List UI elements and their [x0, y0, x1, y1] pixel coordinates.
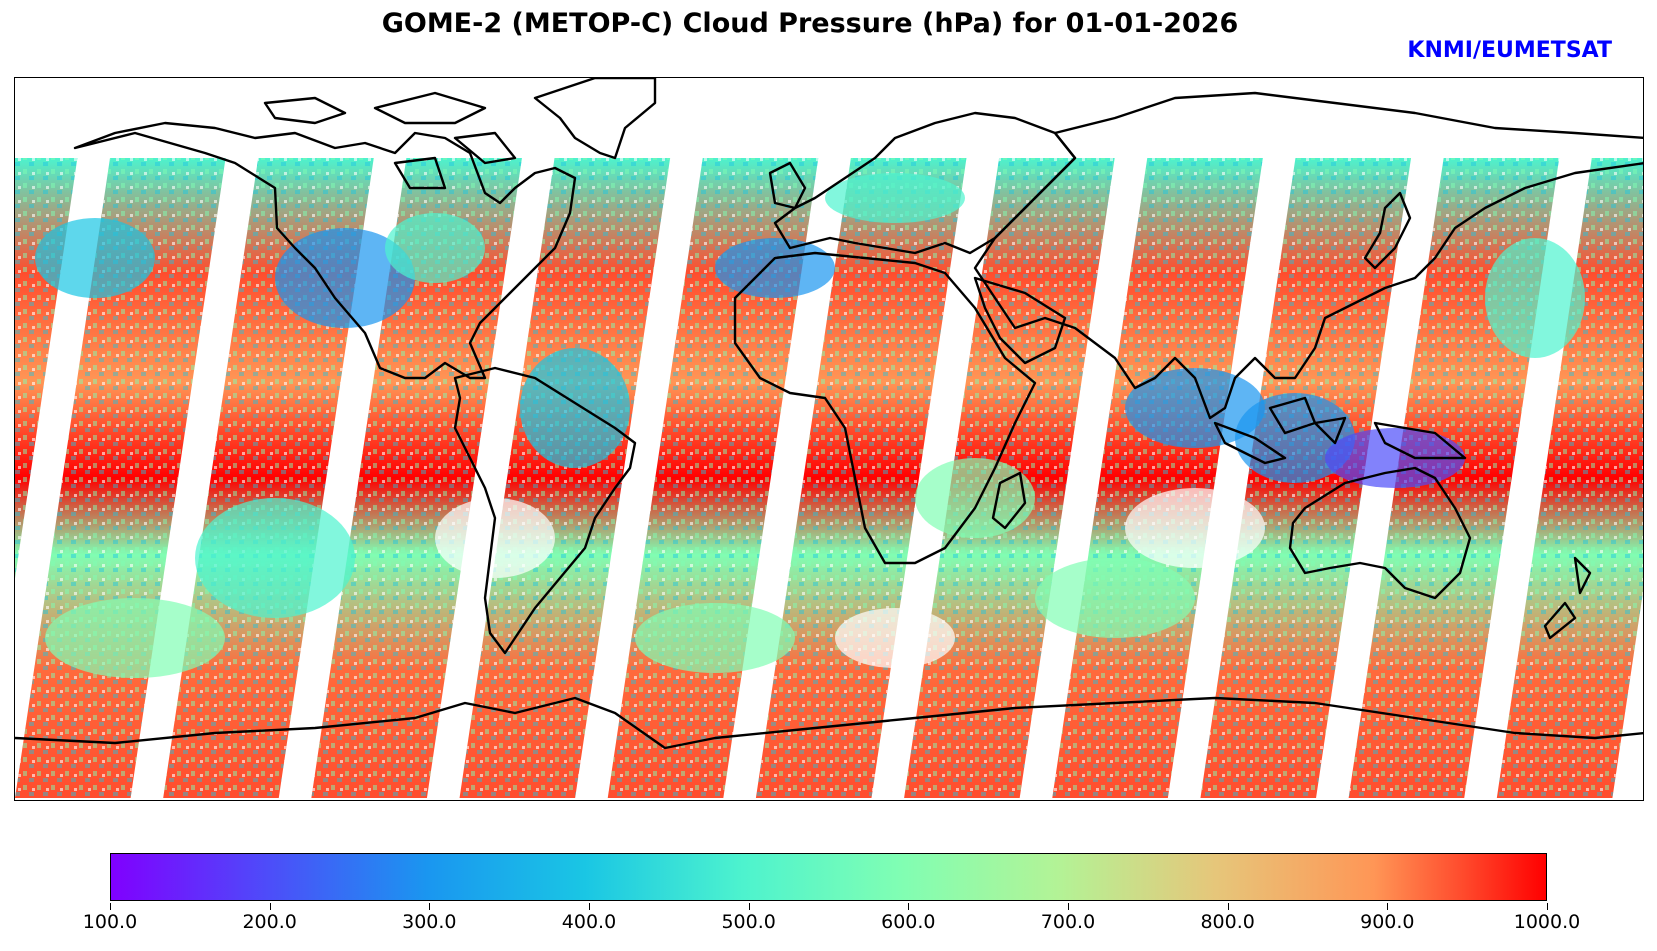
coastline-north-america	[73, 121, 577, 380]
cloud-patch	[825, 173, 965, 223]
colorbar	[110, 853, 1547, 901]
coastline-arabia	[973, 276, 1067, 365]
colorbar-tick	[908, 903, 910, 910]
coastline-africa	[733, 251, 1037, 565]
coastline-greenland	[533, 78, 657, 160]
map-panel[interactable]	[14, 77, 1644, 801]
coastline-antarctica	[15, 696, 1643, 750]
cloud-patch	[35, 218, 155, 298]
colorbar-tick	[1227, 903, 1229, 910]
colorbar-tick-label: 600.0	[881, 911, 936, 933]
coastline-new-zealand	[1543, 556, 1592, 640]
cloud-patch	[275, 228, 415, 328]
coastline-british-isles	[768, 161, 807, 210]
cloud-patch	[835, 608, 955, 668]
colorbar-tick	[1547, 903, 1548, 910]
orbit-swath-texture	[459, 158, 671, 798]
colorbar-tick	[1068, 903, 1069, 910]
cloud-patch	[635, 603, 795, 673]
coastlines	[15, 78, 1643, 750]
coastline-australia	[1288, 466, 1472, 600]
orbit-swath-texture	[15, 158, 78, 579]
colorbar-tick-label: 400.0	[561, 911, 617, 933]
colorbar-tick-label: 100.0	[82, 911, 138, 933]
cloud-patch	[715, 238, 835, 298]
orbit-swath-texture	[1496, 158, 1643, 798]
coastline-madagascar	[991, 471, 1027, 530]
orbit-swath-texture	[311, 158, 522, 798]
orbit-swath-texture	[755, 158, 967, 798]
colorbar-tick	[1387, 903, 1389, 910]
colorbar-tick-label: 1000.0	[1513, 911, 1581, 933]
colorbar-tick-label: 900.0	[1360, 911, 1415, 933]
colorbar-tick	[748, 903, 750, 910]
cloud-patch	[1035, 558, 1195, 638]
cloud-patch	[1125, 488, 1265, 568]
cloud-data-swaths	[15, 158, 1643, 798]
colorbar-tick	[589, 903, 590, 910]
cloud-patch	[435, 498, 555, 578]
coastline-asia	[973, 91, 1643, 420]
cloud-patch	[1235, 393, 1355, 483]
cloud-patch	[45, 598, 225, 678]
coastline-arctic-islands	[263, 91, 517, 190]
coastline-indonesia	[1213, 396, 1467, 465]
cloud-patch	[520, 348, 630, 468]
colorbar-tick-label: 700.0	[1040, 911, 1096, 933]
colorbar-tick-label: 500.0	[721, 911, 776, 933]
colorbar-tick-label: 300.0	[402, 911, 457, 933]
cloud-patch	[195, 498, 355, 618]
coastline-japan	[1363, 191, 1412, 270]
credit-label: KNMI/EUMETSAT	[1407, 38, 1612, 63]
coastline-south-america	[453, 366, 637, 655]
colorbar-tick	[110, 903, 111, 910]
cloud-patch	[1485, 238, 1585, 358]
chart-title: GOME-2 (METOP-C) Cloud Pressure (hPa) fo…	[381, 8, 1239, 39]
colorbar-tick	[269, 903, 271, 910]
colorbar-tick-label: 800.0	[1200, 911, 1255, 933]
cloud-patch	[915, 458, 1035, 538]
colorbar-tick-label: 200.0	[242, 911, 297, 933]
orbit-swath-texture	[1052, 158, 1263, 798]
cloud-features	[35, 173, 1585, 678]
colorbar-tick	[429, 903, 431, 910]
cloud-patch	[385, 213, 485, 283]
world-map	[15, 78, 1643, 798]
cloud-patch	[1325, 428, 1465, 488]
